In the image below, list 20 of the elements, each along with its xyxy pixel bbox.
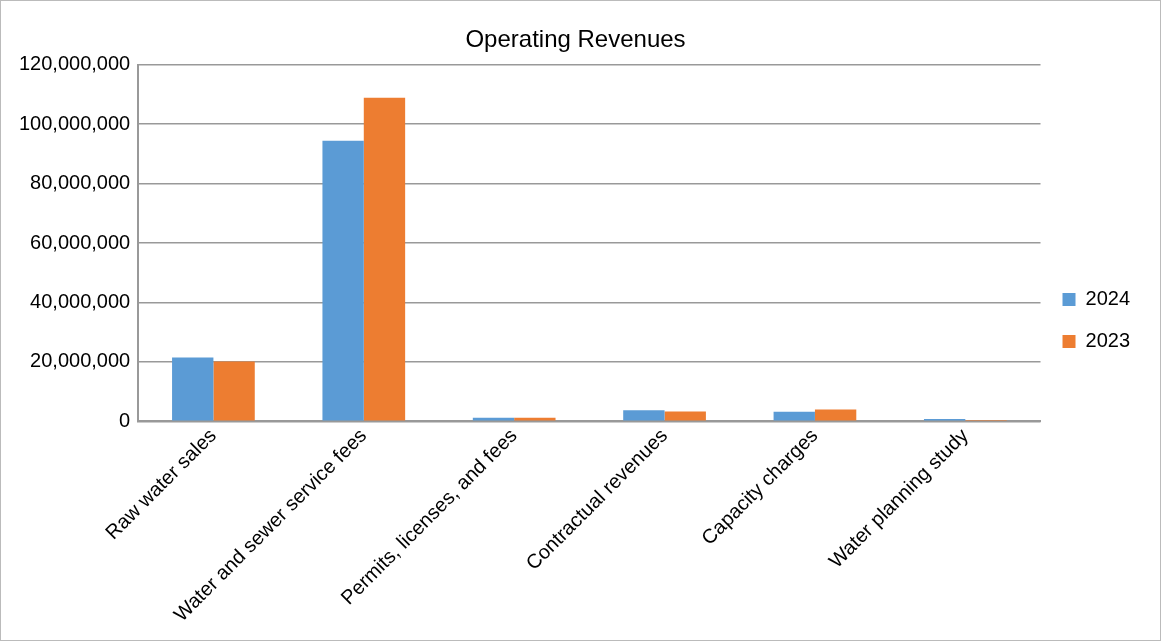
chart-title: Operating Revenues bbox=[465, 25, 686, 53]
y-tick-label: 60,000,000 bbox=[30, 230, 131, 253]
bar bbox=[322, 140, 364, 421]
y-tick-label: 120,000,000 bbox=[18, 52, 131, 75]
bar bbox=[363, 97, 406, 421]
bar bbox=[172, 357, 214, 421]
bar bbox=[213, 361, 255, 421]
y-tick-label: 40,000,000 bbox=[30, 289, 131, 312]
legend-label: 2023 bbox=[1085, 329, 1131, 352]
bar bbox=[773, 411, 815, 421]
legend-label: 2024 bbox=[1085, 287, 1131, 310]
bar bbox=[814, 409, 857, 421]
bar bbox=[472, 417, 515, 421]
bar bbox=[664, 411, 706, 421]
bar bbox=[623, 410, 665, 421]
bar bbox=[514, 417, 556, 421]
y-tick-label: 20,000,000 bbox=[30, 349, 131, 372]
y-tick-label: 80,000,000 bbox=[30, 171, 131, 194]
y-tick-label: 100,000,000 bbox=[18, 111, 131, 134]
y-tick-label: 0 bbox=[119, 408, 131, 431]
